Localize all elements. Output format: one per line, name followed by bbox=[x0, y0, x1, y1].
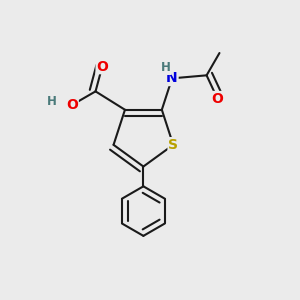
Text: O: O bbox=[96, 59, 108, 74]
Text: H: H bbox=[47, 95, 57, 108]
Text: O: O bbox=[212, 92, 224, 106]
Text: O: O bbox=[66, 98, 78, 112]
Text: H: H bbox=[161, 61, 171, 74]
Text: N: N bbox=[166, 71, 178, 85]
Text: S: S bbox=[168, 138, 178, 152]
